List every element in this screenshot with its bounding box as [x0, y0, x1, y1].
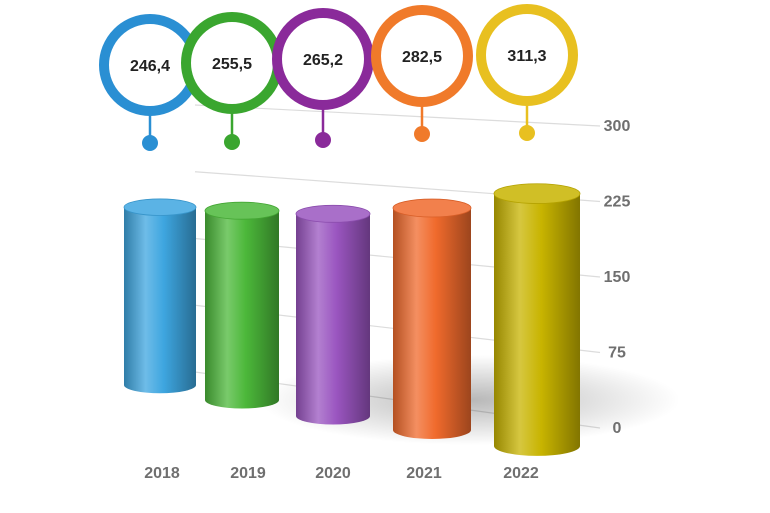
bar-body	[296, 213, 370, 425]
y-tick-label: 300	[604, 118, 631, 135]
y-tick-label: 225	[604, 194, 631, 211]
value-label: 265,2	[303, 52, 343, 69]
pin-layer: 246,4 255,5 265,2 282,5 311,3	[99, 4, 578, 151]
bar-layer	[123, 183, 581, 456]
bar-top	[392, 198, 472, 218]
x-tick-label: 2021	[406, 465, 442, 482]
value-bubble-2022: 311,3	[476, 4, 578, 141]
value-label: 246,4	[130, 58, 170, 75]
bar-top	[493, 183, 581, 204]
y-tick-label: 75	[608, 345, 626, 362]
label-layer: 0 75 150 225 300 2018 2019 2020 2021 2022	[144, 118, 630, 482]
x-tick-label: 2018	[144, 465, 180, 482]
bar-2022	[493, 183, 581, 456]
bar-body	[205, 210, 279, 409]
bar-top	[123, 198, 197, 216]
value-label: 282,5	[402, 49, 442, 66]
value-bubble-2019: 255,5	[181, 12, 283, 150]
x-tick-label: 2022	[503, 465, 539, 482]
pin-dot	[315, 132, 331, 148]
pin-dot	[414, 126, 430, 142]
bar-2021	[392, 198, 472, 439]
bar-2020	[295, 204, 371, 425]
value-ring	[371, 5, 473, 107]
gridline	[194, 104, 601, 127]
x-tick-label: 2019	[230, 465, 266, 482]
value-ring	[476, 4, 578, 106]
value-label: 311,3	[507, 48, 546, 65]
value-label: 255,5	[212, 56, 252, 73]
value-bubble-2020: 265,2	[272, 8, 374, 148]
y-tick-label: 0	[613, 420, 622, 437]
bar-body	[124, 207, 196, 394]
x-tick-label: 2020	[315, 465, 351, 482]
bar-body	[393, 208, 471, 439]
pin-dot	[142, 135, 158, 151]
bar-2018	[123, 198, 197, 394]
value-ring	[272, 8, 374, 110]
value-bubble-2018: 246,4	[99, 14, 201, 151]
bar-top	[204, 201, 280, 220]
pin-dot	[519, 125, 535, 141]
bar-2019	[204, 201, 280, 409]
y-tick-label: 150	[604, 269, 631, 286]
bar-top	[295, 204, 371, 223]
value-bubble-2021: 282,5	[371, 5, 473, 142]
bar-body	[494, 193, 580, 456]
pin-dot	[224, 134, 240, 150]
